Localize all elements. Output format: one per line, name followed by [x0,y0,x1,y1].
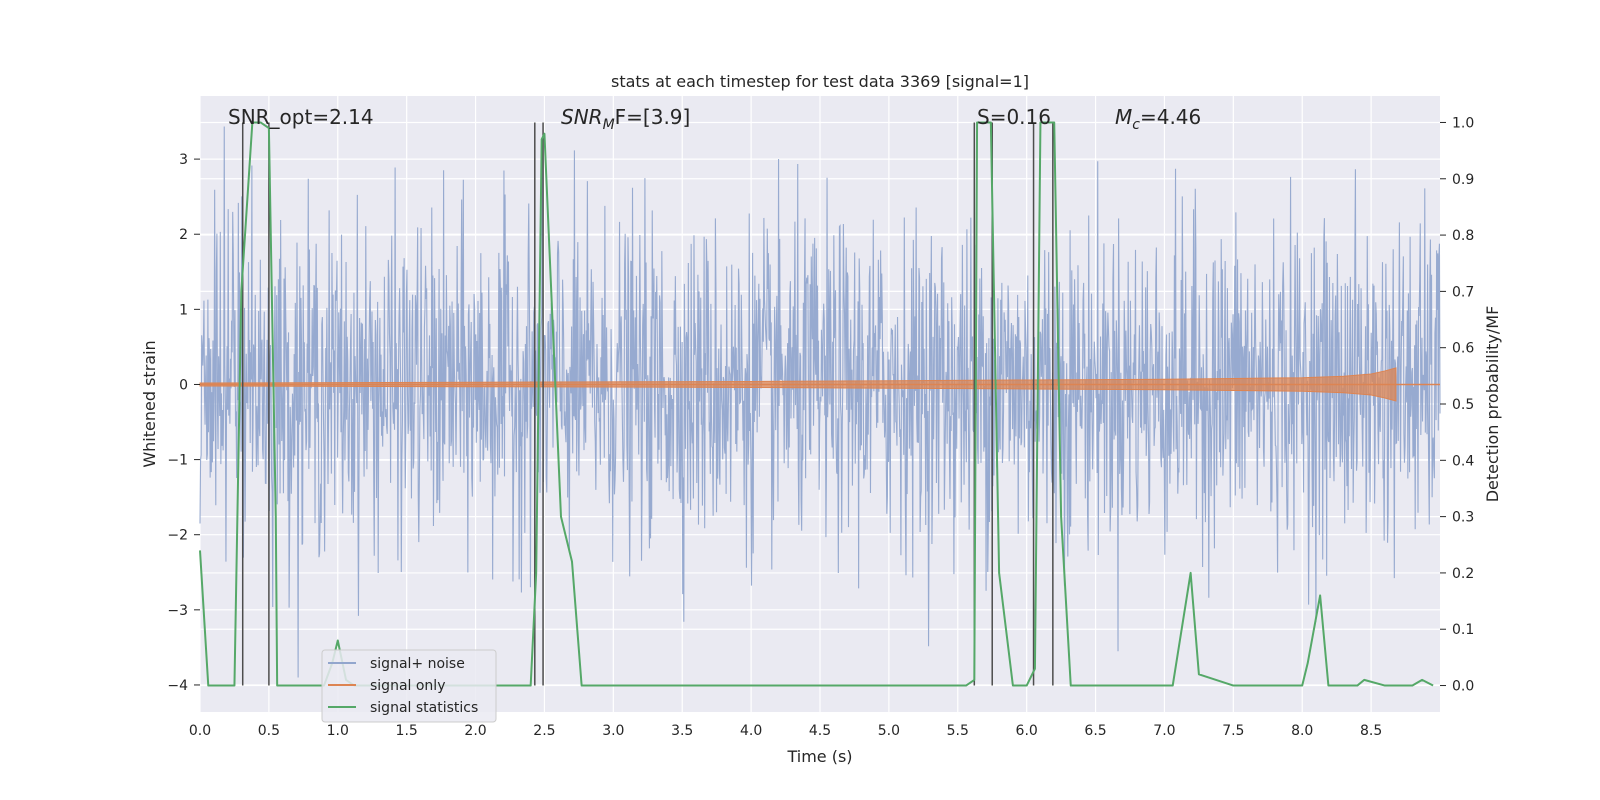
y-tick-label-left: −2 [167,528,188,544]
x-tick-label: 6.0 [1016,723,1038,739]
legend-label-signal-noise: signal+ noise [370,656,465,672]
y-axis-left-label: Whitened strain [140,340,159,467]
y-tick-label-left: −1 [167,453,188,469]
annotation-mc-sub: c [1132,117,1140,133]
y-axis-right-label: Detection probability/MF [1483,306,1502,503]
legend-label-signal-only: signal only [370,678,445,694]
x-tick-label: 8.5 [1360,723,1382,739]
y-tick-label-left: 3 [179,152,188,168]
legend: signal+ noise signal only signal statist… [321,649,497,723]
annotation-snr-opt: SNR_opt=2.14 [228,105,374,129]
series-signal-statistics [199,121,1434,687]
y-tick-label-right: 0.6 [1452,341,1474,357]
y-tick-label-right: 0.5 [1452,397,1474,413]
y-tick-label-right: 0.7 [1452,284,1474,300]
x-tick-label: 1.5 [396,723,418,739]
x-tick-label: 6.5 [1084,723,1106,739]
y-axis-right-ticks: 0.0 0.1 0.2 0.3 0.4 0.5 0.6 0.7 0.8 0.9 1.0 [1440,115,1474,695]
legend-box [321,649,497,723]
x-tick-label: 0.5 [258,723,280,739]
y-tick-label-left: 1 [179,302,188,318]
y-tick-label-right: 0.9 [1452,172,1474,188]
y-tick-label-right: 0.3 [1452,510,1474,526]
y-tick-label-right: 0.4 [1452,453,1474,469]
x-tick-label: 0.0 [189,723,211,739]
y-tick-label-right: 0.1 [1452,622,1474,638]
x-tick-label: 2.5 [533,723,555,739]
series-signal-only [199,367,1440,402]
x-tick-label: 8.0 [1291,723,1313,739]
y-axis-left-ticks: −4 −3 −2 −1 0 1 2 3 [167,152,200,694]
y-tick-label-right: 0.2 [1452,566,1474,582]
series-signal-noise [199,126,1441,678]
annotation-snr-mf-rest: F=[3.9] [615,105,691,129]
chart-title: stats at each timestep for test data 336… [611,72,1029,91]
x-axis-label: Time (s) [786,747,852,766]
x-axis-ticks: 0.0 0.5 1.0 1.5 2.0 2.5 3.0 3.5 4.0 4.5 5.0 5.5 6.0 6… [189,723,1382,739]
x-tick-label: 3.5 [671,723,693,739]
y-tick-label-left: 0 [179,377,188,393]
annotation-snr-mf: SNRMF=[3.9] [561,105,690,133]
x-tick-label: 7.0 [1153,723,1175,739]
y-tick-label-left: 2 [179,227,188,243]
x-tick-label: 4.5 [809,723,831,739]
signal-statistics-line [199,121,1434,687]
annotation-mc-base: M [1115,105,1132,129]
y-tick-label-right: 0.0 [1452,679,1474,695]
x-tick-label: 5.0 [878,723,900,739]
y-tick-label-right: 0.8 [1452,228,1474,244]
x-tick-label: 5.5 [947,723,969,739]
x-tick-label: 7.5 [1222,723,1244,739]
x-tick-label: 4.0 [740,723,762,739]
annotation-mc: Mc=4.46 [1115,105,1201,133]
y-tick-label-left: −3 [167,603,188,619]
annotation-snr-mf-base: SNR [561,105,603,129]
vertical-markers [241,122,1054,686]
x-tick-label: 2.0 [464,723,486,739]
x-tick-label: 3.0 [602,723,624,739]
x-tick-label: 1.0 [327,723,349,739]
annotation-snr-mf-sub: M [603,117,615,133]
legend-label-signal-statistics: signal statistics [370,700,478,716]
annotation-s: S=0.16 [977,105,1051,129]
signal-noise-line [199,126,1441,678]
y-tick-label-left: −4 [167,678,188,694]
y-tick-label-right: 1.0 [1452,115,1474,131]
annotation-mc-rest: =4.46 [1140,105,1201,129]
